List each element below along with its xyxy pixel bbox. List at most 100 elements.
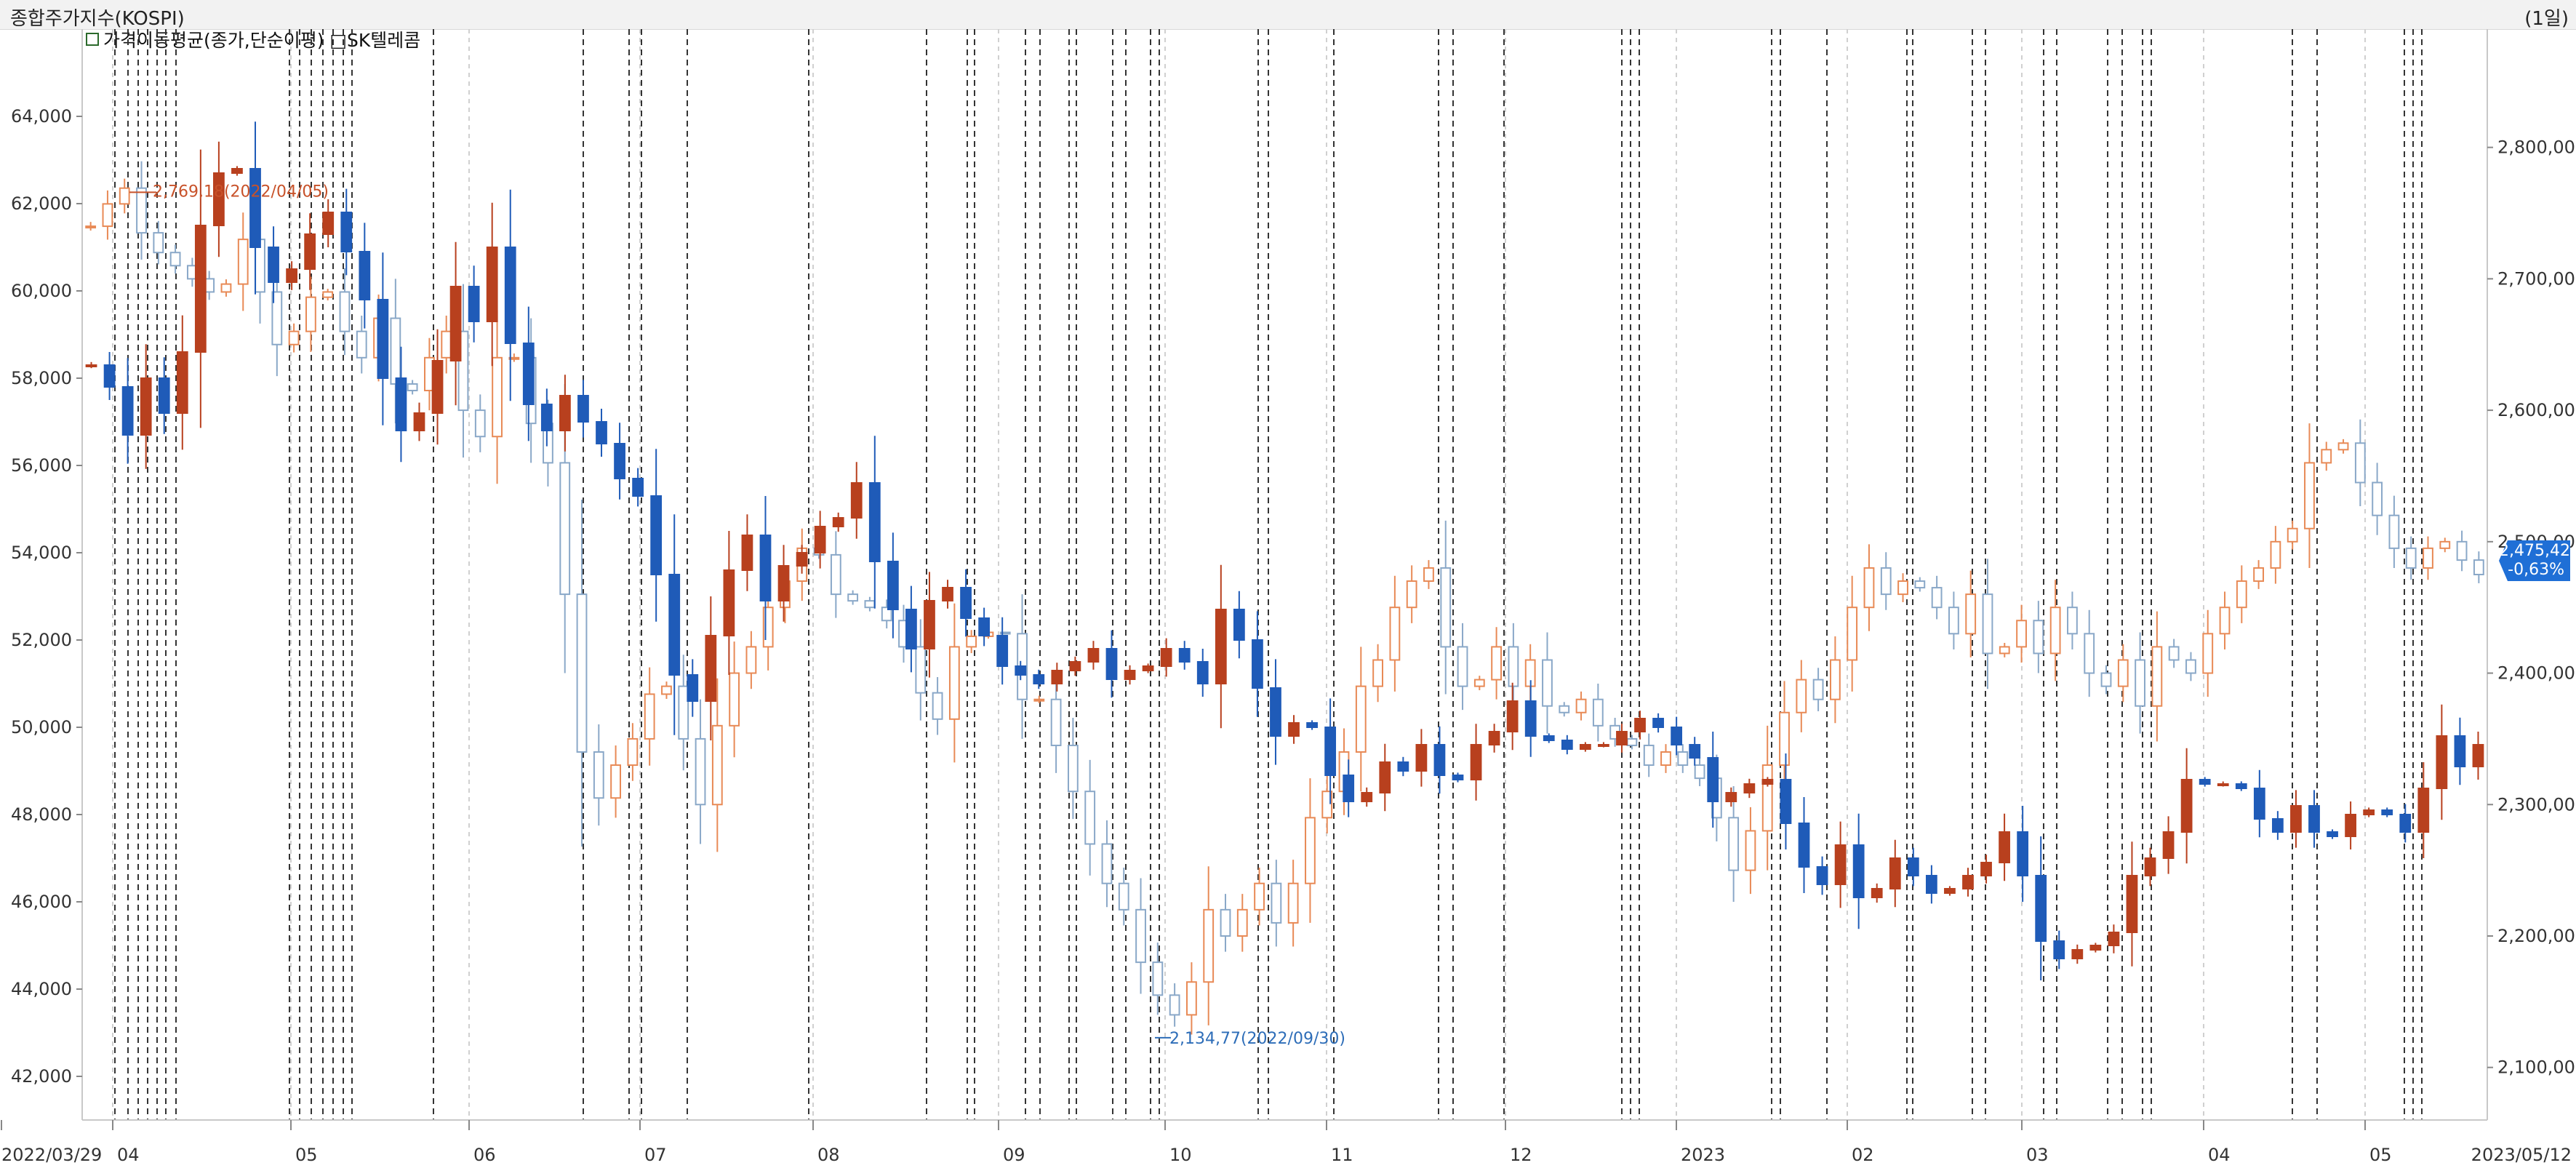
kospi-candle-body	[2033, 620, 2044, 655]
skt-candle-body	[668, 574, 681, 676]
skt-candle-body	[2472, 744, 2484, 767]
kospi-candle-body	[119, 187, 130, 205]
kospi-candle-body	[1542, 659, 1553, 707]
skt-candle-body	[1944, 888, 1956, 894]
kospi-candle-body	[136, 187, 147, 234]
kospi-candle-body	[2236, 580, 2247, 609]
kospi-candle-body	[1897, 580, 1908, 596]
skt-candle-body	[1033, 674, 1045, 684]
kospi-candle-body	[2372, 481, 2383, 516]
kospi-candle-body	[1999, 646, 2010, 655]
skt-candle-body	[868, 482, 881, 562]
skt-candle-body	[2053, 940, 2065, 959]
skt-candle-body	[1889, 857, 1901, 889]
kospi-candle-body	[1575, 698, 1587, 713]
kospi-candle-body	[2405, 547, 2417, 569]
skt-candle-body	[2327, 831, 2338, 837]
kospi-candle-body	[1508, 646, 1519, 687]
last-change: -0,63%	[2508, 561, 2564, 579]
skt-candle-body	[231, 168, 243, 174]
kospi-candle-body	[390, 317, 401, 385]
skt-candle-body	[1598, 744, 1609, 747]
x-axis-ticks: 2022/03/29 2023/05/12 04 05 06 07 08 09 10 11 12 20…	[1, 29, 2572, 1165]
x-tick-label: 10	[1169, 1145, 1192, 1165]
skt-candle-body	[1652, 718, 1664, 728]
skt-candle-body	[1834, 844, 1847, 885]
skt-candle-body	[1397, 761, 1409, 772]
kospi-candle-body	[1084, 791, 1096, 845]
left-tick-label: 58,000	[11, 368, 72, 388]
kospi-candle-body	[2439, 540, 2451, 549]
skt-candle-body	[1852, 844, 1865, 898]
kospi-candle-body	[2304, 462, 2315, 529]
kospi-candle-body	[1152, 961, 1164, 996]
skt-candle-body	[1288, 722, 1300, 737]
kospi-candle-body	[2337, 442, 2349, 451]
kospi-candle-body	[2456, 540, 2468, 561]
chart-title: 종합주가지수(KOSPI)	[10, 8, 185, 30]
kospi-candle-body	[2067, 607, 2078, 635]
kospi-candle-body	[2117, 659, 2129, 687]
skt-candle-body	[1343, 775, 1355, 802]
x-tick-label: 04	[2208, 1145, 2231, 1165]
kospi-candle-body	[1050, 698, 1062, 746]
skt-candle-body	[468, 286, 480, 322]
right-tick-label: 2,800,00	[2497, 137, 2575, 158]
kospi-candle-body	[881, 607, 892, 622]
kospi-candle-body	[102, 203, 113, 228]
skt-candle-body	[577, 395, 589, 423]
skt-candle-body	[777, 565, 790, 601]
skt-candle-body	[1634, 718, 1646, 732]
skt-candle-body	[2017, 831, 2029, 876]
kospi-candle-body	[1406, 580, 1417, 609]
kospi-candle-body	[1389, 607, 1401, 661]
kospi-candle-body	[1305, 817, 1316, 884]
chart-titlebar: 종합주가지수(KOSPI) (1일)	[0, 0, 2576, 30]
skt-candle-body	[1160, 648, 1172, 667]
skt-candle-body	[2144, 857, 2156, 876]
kospi-candle-body	[1372, 659, 1383, 687]
kospi-candle-body	[847, 593, 859, 602]
kospi-candle-body	[339, 291, 351, 332]
kospi-candle-body	[1287, 882, 1299, 924]
kospi-candle-body	[729, 672, 740, 727]
skt-candle-body	[1543, 735, 1555, 741]
kospi-candle-body	[1236, 908, 1248, 937]
skt-candle-body	[2235, 783, 2247, 789]
kospi-candle-body	[2388, 514, 2400, 549]
skt-candle-body	[996, 635, 1009, 667]
skt-candle-body	[559, 395, 571, 431]
skt-candle-body	[905, 609, 917, 649]
legend-checkbox-icon[interactable]	[86, 33, 99, 46]
period-label[interactable]: (1일)	[2524, 8, 2569, 30]
skt-candle-body	[1415, 744, 1428, 772]
skt-candle-body	[540, 404, 553, 431]
skt-candle-body	[796, 552, 808, 567]
x-start-label: 2022/03/29	[1, 1145, 102, 1165]
kospi-candle-body	[1491, 646, 1503, 681]
kospi-candle-body	[441, 330, 452, 359]
right-tick-label: 2,200,00	[2497, 926, 2575, 946]
skt-candle-body	[1105, 648, 1118, 680]
x-tick-label: 02	[1852, 1145, 1874, 1165]
skt-candle-body	[614, 443, 625, 479]
kospi-candle-body	[2473, 559, 2484, 576]
skt-candle-body	[1780, 779, 1792, 824]
skt-candle-body	[1069, 661, 1081, 671]
skt-candle-body	[705, 635, 717, 702]
kospi-candle-body	[1694, 764, 1705, 780]
kospi-candle-body	[2135, 659, 2145, 707]
last-price: 2,475,42	[2499, 542, 2570, 560]
skt-candle-body	[1433, 744, 1446, 776]
skt-candle-body	[832, 517, 844, 527]
skt-candle-body	[213, 172, 225, 226]
skt-candle-body	[924, 600, 935, 649]
x-tick-label: 09	[1003, 1145, 1025, 1165]
kospi-candle-body	[1880, 567, 1892, 596]
skt-candle-body	[2071, 949, 2084, 959]
skt-candle-body	[1816, 866, 1828, 885]
skt-candle-body	[504, 247, 516, 344]
kospi-candle-body	[1779, 711, 1790, 767]
last-value-badge: 2,475,42 -0,63%	[2499, 540, 2570, 581]
